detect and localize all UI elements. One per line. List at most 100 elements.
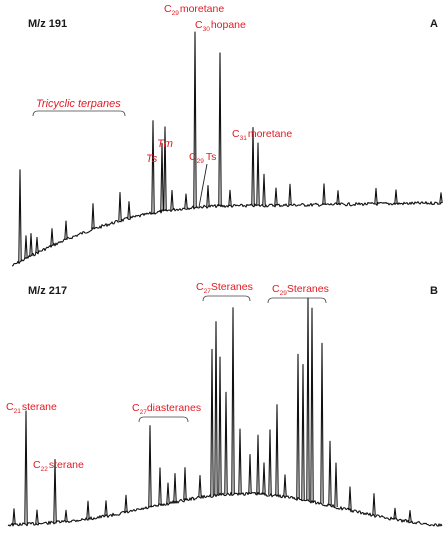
tricyclic-terpanes-bracket [32,110,126,117]
panel-a-peak-18 [251,126,255,206]
panel-a-peak-19 [256,142,260,206]
panel-b-trace [7,491,443,527]
panel-b-peak-32 [334,462,338,508]
c27-steranes-bracket [202,295,251,302]
panel-b-peak-2 [35,509,39,524]
c29-ts-label: Ts [206,151,217,163]
panel-b-peak-23 [268,429,272,495]
panel-b-peak-1 [24,410,28,525]
annotation-c27-diasteranes: C27diasteranes [132,402,201,416]
panel-a-peak-5 [64,220,68,240]
panel-b-peak-27 [301,364,305,500]
annotation-c29-ts: C29 Ts [189,151,216,165]
panel-a-peak-15 [206,184,210,207]
c29-steranes-prefix: C [272,283,280,295]
annotation-c21-sterane: C21sterane [6,401,57,415]
panel-a-peak-6 [91,203,95,230]
panel-b-peak-13 [198,474,202,498]
c21-sterane-label: sterane [22,401,57,413]
c30-hopane-prefix: C [195,19,203,31]
panel-a-peak-12 [170,189,174,210]
panel-b-peak-25 [283,474,287,497]
panel-a-peak-10 [160,142,164,212]
panel-b-peak-22 [262,462,266,495]
panel-a-peak-8 [127,201,131,219]
panel-a-peak-7 [118,191,122,221]
panel-b-peak-12 [183,467,187,501]
c27-diasteranes-bracket [138,416,189,423]
panel-a-peak-21 [274,187,278,206]
annotation-c27-steranes: C27Steranes [196,281,253,295]
c27-diasteranes-sub: 27 [140,409,148,416]
panel-b-title: M/z 217 [28,285,67,297]
panel-b-peak-11 [173,472,177,503]
panel-a-peak-25 [374,187,378,204]
panel-a-peaks [18,31,443,262]
panel-a-peak-26 [394,189,398,204]
panel-a-peak-24 [336,190,340,205]
panel-b-peak-8 [148,425,152,508]
panel-b-peak-5 [86,500,90,519]
panel-b-peak-9 [158,467,162,506]
c27-diasteranes-prefix: C [132,402,140,414]
c21-sterane-prefix: C [6,401,14,413]
panel-a: M/z 191 A Tricyclic terpanes Ts Tm C29mo… [11,3,443,267]
c29-moretane-label: moretane [180,3,225,15]
c29-ts-prefix: C [189,151,197,163]
c29-ts-sub: 29 [197,158,205,165]
panel-a-peak-13 [184,193,188,209]
panel-b-peak-20 [248,454,252,494]
panel-b-peak-36 [408,509,412,522]
c27-steranes-label: Steranes [211,281,253,293]
panel-b-peak-16 [218,356,222,495]
panel-b-peaks [12,297,412,525]
panel-b-peak-6 [104,500,108,517]
annotation-tricyclic-terpanes: Tricyclic terpanes [36,98,121,110]
c31-moretane-sub: 31 [240,135,248,142]
panel-b-peak-0 [12,508,16,525]
panel-b: M/z 217 B C21sterane C22sterane C27diast… [6,281,443,527]
panel-a-peak-22 [288,183,292,206]
panel-b-peak-15 [214,321,218,496]
c21-sterane-sub: 21 [14,408,22,415]
panel-a-peak-20 [262,173,266,206]
panel-b-peak-10 [166,482,170,504]
panel-a-peak-3 [35,236,39,253]
panel-a-peak-16 [218,52,222,207]
c30-hopane-sub: 30 [203,26,211,33]
c31-moretane-prefix: C [232,128,240,140]
panel-b-peak-35 [393,507,397,520]
c29-moretane-sub: 29 [172,10,180,17]
panel-a-peak-14 [193,31,197,208]
panel-b-peak-17 [224,391,228,495]
panel-b-peak-4 [64,509,68,522]
panel-b-peak-19 [238,428,242,494]
panel-b-peak-28 [306,297,310,501]
annotation-c30-hopane: C30hopane [195,19,246,33]
c30-hopane-label: hopane [211,19,246,31]
panel-a-trace [11,201,443,267]
panel-a-peak-17 [228,189,232,207]
panel-b-peak-14 [210,348,214,496]
panel-a-peak-11 [163,126,167,212]
panel-a-letter: A [430,18,438,30]
annotation-c22-sterane: C22sterane [33,459,84,473]
panel-b-peak-3 [53,459,57,523]
c27-steranes-prefix: C [196,281,204,293]
panel-b-peak-7 [124,494,128,513]
annotation-c31-moretane: C31moretane [232,128,292,142]
annotation-ts: Ts [146,153,158,165]
panel-b-peak-21 [256,434,260,495]
panel-b-peak-30 [320,342,324,504]
panel-b-peak-18 [231,307,235,494]
c22-sterane-prefix: C [33,459,41,471]
annotation-tm: Tm [157,138,173,150]
c31-moretane-label: moretane [248,128,293,140]
panel-b-peak-24 [275,404,279,496]
panel-a-peak-23 [322,183,326,205]
c22-sterane-label: sterane [49,459,84,471]
c29-steranes-label: Steranes [287,283,329,295]
c29-ts-pointer [198,163,208,208]
panel-a-peak-4 [50,228,54,246]
